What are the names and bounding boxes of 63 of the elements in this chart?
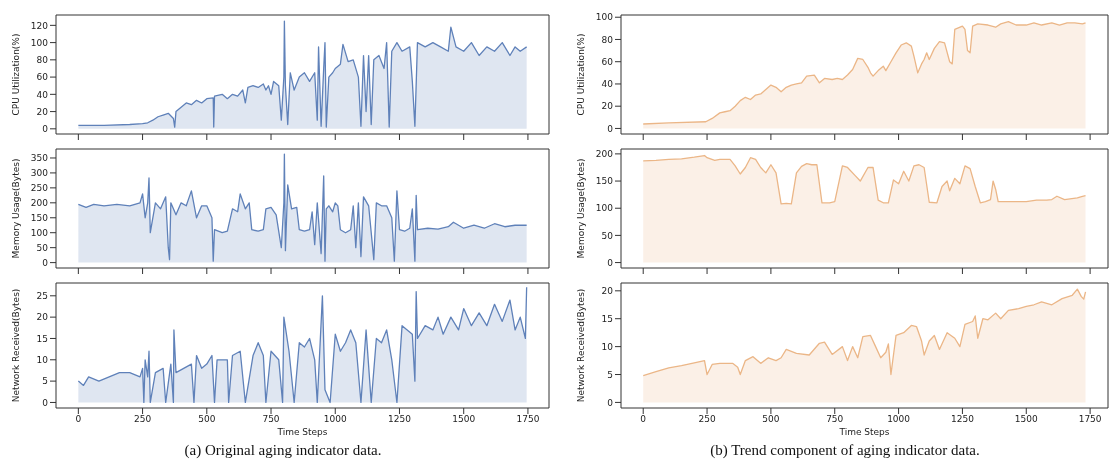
x-tick-label: 1000: [323, 414, 347, 425]
y-tick-label: 25: [36, 290, 48, 301]
y-tick-label: 5: [607, 369, 613, 380]
x-tick-label: 250: [698, 414, 716, 425]
x-tick-label: 1250: [388, 414, 412, 425]
y-tick-label: 100: [30, 227, 49, 238]
y-tick-label: 300: [30, 168, 49, 179]
y-tick-label: 5: [42, 376, 48, 387]
x-tick-label: 0: [640, 414, 647, 425]
x-tick-label: 1500: [1014, 414, 1039, 425]
y-tick-label: 20: [36, 312, 49, 323]
y-tick-label: 50: [601, 230, 614, 241]
y-tick-label: 0: [42, 124, 49, 135]
y-tick-label: 15: [601, 313, 613, 324]
y-tick-label: 120: [30, 20, 49, 31]
y-axis-title: Memory Usage(Bytes): [576, 158, 587, 259]
y-tick-label: 40: [36, 89, 49, 100]
y-tick-label: 0: [607, 257, 614, 268]
y-axis-title: Network Received(Bytes): [11, 288, 22, 403]
y-tick-label: 10: [601, 341, 614, 352]
y-tick-label: 15: [36, 333, 48, 344]
y-tick-label: 350: [30, 153, 49, 164]
y-axis-title: Network Received(Bytes): [576, 288, 587, 403]
y-tick-label: 150: [30, 212, 49, 223]
x-tick-label: 1750: [1078, 414, 1102, 425]
y-tick-label: 60: [36, 72, 49, 83]
y-tick-label: 100: [595, 203, 614, 214]
y-tick-label: 0: [42, 257, 49, 268]
x-tick-label: 1000: [887, 414, 911, 425]
y-tick-label: 40: [601, 79, 614, 90]
x-axis-title: Time Steps: [276, 427, 329, 437]
y-tick-label: 20: [601, 101, 614, 112]
x-tick-label: 250: [133, 414, 152, 425]
y-tick-label: 200: [30, 198, 49, 209]
x-tick-label: 1500: [452, 414, 476, 425]
y-axis-title: Memory Usage(Bytes): [11, 158, 22, 259]
y-tick-label: 50: [36, 242, 49, 253]
x-tick-label: 0: [75, 414, 82, 425]
y-tick-label: 100: [595, 12, 614, 23]
x-axis-title: Time Steps: [838, 427, 891, 437]
y-tick-label: 20: [36, 106, 49, 117]
y-tick-label: 60: [601, 56, 614, 67]
y-tick-label: 0: [607, 397, 614, 408]
x-tick-label: 750: [262, 414, 280, 425]
text: (b) Trend component of aging indicator data.: [709, 442, 981, 459]
y-tick-label: 0: [42, 397, 49, 408]
x-tick-label: 1750: [516, 414, 540, 425]
y-tick-label: 0: [607, 123, 614, 134]
text: (a) Original aging indicator data.: [183, 442, 383, 459]
y-tick-label: 200: [595, 149, 614, 160]
x-tick-label: 500: [762, 414, 780, 425]
y-axis-title: CPU Utilization(%): [576, 33, 587, 116]
y-tick-label: 100: [30, 37, 49, 48]
y-axis-title: CPU Utilization(%): [11, 33, 22, 116]
x-tick-label: 500: [198, 414, 216, 425]
x-tick-label: 1250: [950, 414, 975, 425]
y-tick-label: 10: [36, 354, 49, 365]
y-tick-label: 80: [36, 55, 49, 66]
x-tick-label: 750: [826, 414, 844, 425]
y-tick-label: 250: [30, 183, 49, 194]
y-tick-label: 80: [601, 34, 614, 45]
y-tick-label: 150: [595, 176, 614, 187]
y-tick-label: 20: [601, 286, 614, 297]
